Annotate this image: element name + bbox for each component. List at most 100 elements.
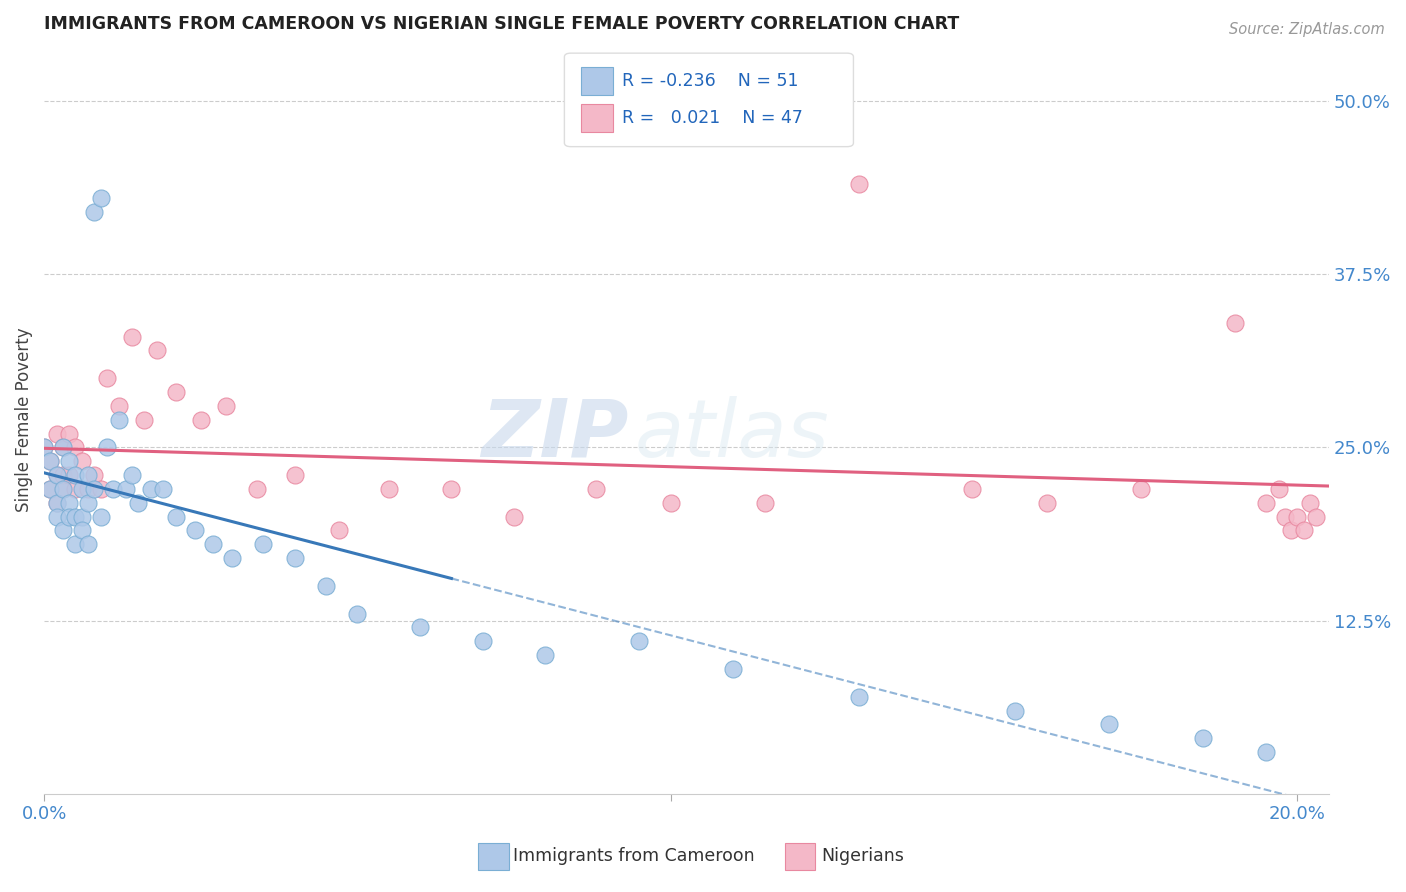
Text: R =   0.021    N = 47: R = 0.021 N = 47 bbox=[623, 109, 803, 128]
Point bbox=[45, 426, 67, 441]
Point bbox=[1274, 509, 1296, 524]
Point bbox=[39, 482, 62, 496]
Point bbox=[503, 509, 526, 524]
Point bbox=[83, 482, 105, 496]
Point bbox=[89, 509, 111, 524]
Point bbox=[45, 496, 67, 510]
Point bbox=[409, 620, 432, 634]
Point bbox=[848, 690, 870, 704]
Point bbox=[52, 482, 75, 496]
Point bbox=[108, 412, 131, 426]
Point bbox=[39, 482, 62, 496]
Point bbox=[52, 524, 75, 538]
Point bbox=[45, 468, 67, 483]
Text: Nigerians: Nigerians bbox=[821, 847, 904, 865]
Point bbox=[346, 607, 368, 621]
Point bbox=[83, 468, 105, 483]
Point bbox=[723, 662, 745, 676]
Point bbox=[89, 191, 111, 205]
Point bbox=[32, 441, 55, 455]
Point bbox=[65, 441, 87, 455]
Point bbox=[70, 454, 93, 468]
Point bbox=[96, 371, 118, 385]
Y-axis label: Single Female Poverty: Single Female Poverty bbox=[15, 327, 32, 512]
Point bbox=[1254, 745, 1277, 759]
Point bbox=[221, 551, 243, 566]
Point bbox=[190, 412, 212, 426]
Text: atlas: atlas bbox=[636, 396, 830, 474]
Point bbox=[45, 468, 67, 483]
Point bbox=[45, 509, 67, 524]
Point bbox=[1129, 482, 1152, 496]
Point bbox=[284, 551, 307, 566]
Point bbox=[32, 441, 55, 455]
Point bbox=[252, 537, 274, 551]
Point bbox=[754, 496, 776, 510]
Point bbox=[165, 509, 187, 524]
Point bbox=[659, 496, 682, 510]
Point bbox=[70, 482, 93, 496]
Point bbox=[65, 537, 87, 551]
Point bbox=[585, 482, 607, 496]
Point bbox=[1035, 496, 1057, 510]
Point bbox=[848, 177, 870, 191]
Point bbox=[65, 509, 87, 524]
Point bbox=[440, 482, 463, 496]
Point bbox=[39, 454, 62, 468]
Point bbox=[58, 496, 80, 510]
Point bbox=[328, 524, 350, 538]
Point bbox=[146, 343, 169, 358]
Point bbox=[52, 482, 75, 496]
Point bbox=[77, 468, 100, 483]
Point bbox=[121, 468, 143, 483]
Point bbox=[70, 509, 93, 524]
Point bbox=[628, 634, 651, 648]
Point bbox=[1223, 316, 1246, 330]
Point bbox=[215, 399, 238, 413]
Point bbox=[70, 524, 93, 538]
Point bbox=[52, 441, 75, 455]
Point bbox=[534, 648, 557, 662]
Point bbox=[77, 482, 100, 496]
Text: R = -0.236    N = 51: R = -0.236 N = 51 bbox=[623, 72, 799, 90]
Text: Source: ZipAtlas.com: Source: ZipAtlas.com bbox=[1229, 22, 1385, 37]
Point bbox=[58, 509, 80, 524]
Point bbox=[1286, 509, 1309, 524]
Point bbox=[127, 496, 149, 510]
Point bbox=[89, 482, 111, 496]
Point bbox=[152, 482, 174, 496]
Point bbox=[165, 384, 187, 399]
Point bbox=[1004, 704, 1026, 718]
Point bbox=[45, 496, 67, 510]
Point bbox=[1292, 524, 1315, 538]
Point bbox=[39, 454, 62, 468]
FancyBboxPatch shape bbox=[564, 54, 853, 146]
Point bbox=[58, 426, 80, 441]
Text: IMMIGRANTS FROM CAMEROON VS NIGERIAN SINGLE FEMALE POVERTY CORRELATION CHART: IMMIGRANTS FROM CAMEROON VS NIGERIAN SIN… bbox=[44, 15, 959, 33]
Point bbox=[134, 412, 156, 426]
Point bbox=[1279, 524, 1302, 538]
Point bbox=[52, 441, 75, 455]
Point bbox=[65, 482, 87, 496]
Point bbox=[315, 579, 337, 593]
Point bbox=[77, 537, 100, 551]
Point bbox=[1254, 496, 1277, 510]
FancyBboxPatch shape bbox=[581, 104, 613, 132]
Point bbox=[378, 482, 401, 496]
Point bbox=[1267, 482, 1289, 496]
Point bbox=[1305, 509, 1327, 524]
Point bbox=[121, 329, 143, 343]
Point bbox=[960, 482, 983, 496]
Point bbox=[108, 399, 131, 413]
Point bbox=[77, 496, 100, 510]
Point bbox=[284, 468, 307, 483]
Point bbox=[1098, 717, 1121, 731]
Point bbox=[471, 634, 494, 648]
Point bbox=[65, 468, 87, 483]
Point bbox=[101, 482, 124, 496]
Point bbox=[83, 205, 105, 219]
Point bbox=[58, 468, 80, 483]
Point bbox=[139, 482, 162, 496]
Point bbox=[1192, 731, 1215, 746]
Point bbox=[202, 537, 225, 551]
